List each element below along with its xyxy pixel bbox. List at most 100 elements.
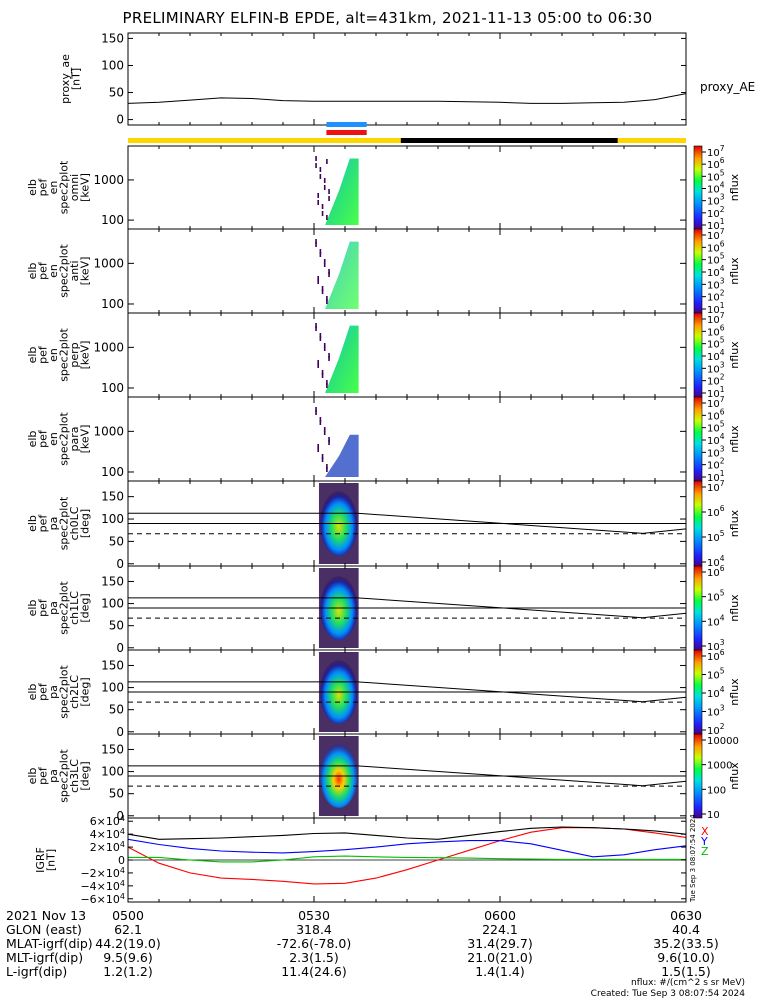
spectrogram-speckle xyxy=(315,407,317,412)
colorbar-tick-label: 104 xyxy=(707,348,725,363)
spectrogram-speckle xyxy=(317,363,320,368)
spectrogram-speckle xyxy=(326,467,328,472)
spectrogram-speckle xyxy=(321,454,324,459)
y-axis-label-line: en xyxy=(47,432,60,446)
igrf-ylabel: IGRF[nT] xyxy=(34,847,58,873)
spectrogram-speckle xyxy=(321,457,324,462)
ephemeris-value: 62.1 xyxy=(114,922,142,937)
spectrogram-speckle xyxy=(321,211,324,216)
ephemeris-value: 21.0(21.0) xyxy=(467,950,533,965)
y-tick-label: 1000 xyxy=(93,173,124,187)
colorbar-tick-label: 106 xyxy=(707,239,725,254)
colorbar-tick-label: 105 xyxy=(707,168,725,183)
y-tick-label: 0 xyxy=(116,725,124,739)
y-tick-label: 50 xyxy=(109,787,124,801)
spectrogram-speckle xyxy=(319,167,322,172)
spectrogram-speckle xyxy=(323,185,326,190)
colorbar-tick-label: 107 xyxy=(707,227,725,242)
y-tick-label: 1000 xyxy=(93,256,124,270)
spectrogram-speckle xyxy=(323,346,326,351)
colorbar-label-text: nflux xyxy=(728,341,741,369)
ephemeris-value: 11.4(24.6) xyxy=(281,964,347,979)
colorbar-label: nflux xyxy=(728,173,741,201)
colorbar-tick-label: 1000 xyxy=(707,761,732,772)
spectrogram-background xyxy=(128,229,686,313)
ephemeris-value: 1.5(1.5) xyxy=(661,964,711,979)
spectrogram-speckle xyxy=(323,259,326,264)
spectrogram-signal xyxy=(325,158,359,225)
spectrogram-speckle xyxy=(326,464,328,469)
time-tick-label: 0630 xyxy=(670,908,702,923)
colorbar-tick-label: 106 xyxy=(707,504,725,519)
colorbar-tick-label: 105 xyxy=(707,667,725,682)
y-tick-label: 100 xyxy=(101,213,124,227)
colorbar-label: nflux xyxy=(728,762,741,790)
colorbar-tick-label: 106 xyxy=(707,407,725,422)
spectrogram-speckle xyxy=(321,373,324,378)
y-tick-label: 50 xyxy=(109,534,124,548)
colorbar-tick-label: 104 xyxy=(707,264,725,279)
colorbar xyxy=(693,312,703,398)
spectrogram-speckle xyxy=(328,269,330,274)
y-tick-label: 100 xyxy=(101,765,124,779)
y-tick-label: 1000 xyxy=(93,424,124,438)
y-axis-label-line: pa xyxy=(47,769,60,783)
colorbar xyxy=(693,480,703,567)
spectrogram-speckle xyxy=(328,189,330,194)
spectrogram-speckle xyxy=(321,370,324,375)
colorbar xyxy=(693,565,703,651)
igrf-series-total xyxy=(127,826,687,840)
igrf-series-y xyxy=(128,855,686,863)
colorbar-label-text: nflux xyxy=(728,594,741,622)
colorbar-tick-label: 104 xyxy=(707,181,725,196)
time-tick-label: 0500 xyxy=(112,908,144,923)
y-tick-label: 2×104 xyxy=(90,840,125,854)
colorbar-tick-label: 105 xyxy=(707,420,725,435)
spectrogram-speckle xyxy=(328,353,330,358)
science-bar-blue xyxy=(326,122,367,127)
y-tick-label: 150 xyxy=(101,31,124,45)
y-tick-label: 100 xyxy=(101,381,124,395)
spectrogram-speckle xyxy=(323,430,326,435)
spectrogram-speckle xyxy=(319,249,322,254)
colorbar-label: nflux xyxy=(728,425,741,453)
colorbar-tick-label: 103 xyxy=(707,704,725,719)
figure-title: PRELIMINARY ELFIN-B EPDE, alt=431km, 202… xyxy=(122,9,653,27)
colorbar-tick-label: 102 xyxy=(707,289,725,304)
y-axis-label-line: elb xyxy=(26,600,39,617)
spectrogram-speckle xyxy=(326,215,328,220)
y-axis-label-line: pef xyxy=(36,682,49,701)
spectrogram-speckle xyxy=(326,296,328,301)
y-tick-label: 0 xyxy=(116,641,124,655)
spectrogram-speckle xyxy=(323,427,326,432)
colorbar-tick-label: 105 xyxy=(707,529,725,544)
colorbar-tick-label: 102 xyxy=(707,722,725,737)
y-axis-label-line: ch1LC xyxy=(68,591,81,625)
spectrogram-speckle xyxy=(328,356,330,361)
spectrogram-signal xyxy=(325,241,359,309)
colorbar-tick-label: 107 xyxy=(707,144,725,159)
ephemeris-label: GLON (east) xyxy=(6,922,82,937)
spectrogram-speckle xyxy=(317,200,320,205)
y-tick-label: 0 xyxy=(118,854,125,867)
ephemeris-value: 224.1 xyxy=(482,922,518,937)
colorbar-tick-label: 106 xyxy=(707,156,725,171)
y-axis-label-line: pef xyxy=(36,598,49,617)
y-axis-label-line: [keV] xyxy=(78,425,91,454)
colorbar-label: nflux xyxy=(728,678,741,706)
ephemeris-value: 35.2(33.5) xyxy=(653,936,719,951)
ephemeris-value: 9.5(9.6) xyxy=(103,950,153,965)
colorbar-label: nflux xyxy=(728,257,741,285)
spectrogram-speckle xyxy=(328,437,330,442)
y-axis-label-line: elb xyxy=(26,684,39,701)
y-tick-label: 150 xyxy=(101,490,124,504)
spectrogram-speckle xyxy=(321,204,324,209)
igrf-legend-item: Y xyxy=(700,835,708,848)
y-tick-label: 50 xyxy=(109,619,124,633)
y-axis-label-line: [deg] xyxy=(78,677,91,706)
y-axis-label-line: spec2plot xyxy=(57,244,70,298)
colorbar-tick-label: 101 xyxy=(707,385,725,400)
